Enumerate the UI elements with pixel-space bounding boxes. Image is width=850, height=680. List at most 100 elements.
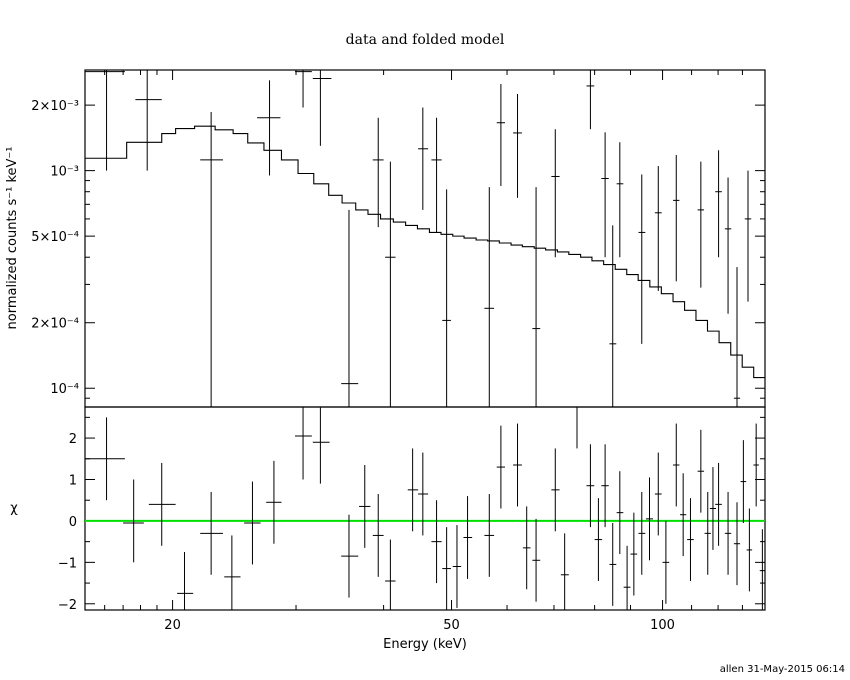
data-point <box>609 225 617 407</box>
data-point <box>257 80 281 176</box>
residual-point <box>463 496 473 579</box>
residual-point <box>704 491 711 575</box>
residual-point <box>244 481 261 565</box>
residual-point <box>341 514 359 598</box>
top-panel: 2×10⁻³ 10⁻³ 5×10⁻⁴ 2×10⁻⁴ 10⁻⁴ normalized co… <box>5 69 766 408</box>
y-tick-label: 1 <box>69 474 77 489</box>
residual-point <box>266 460 282 544</box>
residual-point <box>746 508 753 592</box>
y-tick-label: −2 <box>58 598 77 613</box>
residual-point <box>372 494 384 577</box>
residual-point <box>638 491 646 575</box>
residual-point <box>709 467 717 550</box>
residual-point <box>452 525 462 608</box>
top-data-points <box>85 70 752 407</box>
data-point <box>295 70 312 108</box>
data-point <box>496 84 506 186</box>
data-point <box>418 107 429 210</box>
residual-point <box>616 471 624 555</box>
residual-point <box>532 518 541 602</box>
data-point <box>715 150 722 258</box>
residual-point <box>753 423 759 507</box>
residual-point <box>148 462 176 546</box>
residual-point <box>407 448 419 532</box>
bottom-ytick-labels: 2 1 0 −1 −2 <box>58 432 77 613</box>
data-point <box>551 129 560 258</box>
y-tick-label: 0 <box>69 515 77 530</box>
data-point <box>85 70 125 171</box>
residual-point <box>630 512 638 596</box>
y-tick-label: 10⁻⁴ <box>50 382 79 397</box>
data-point <box>385 161 396 407</box>
x-tick-labels: 20 50 100 <box>164 618 675 633</box>
x-tick-label: 20 <box>164 618 181 633</box>
residual-point <box>123 479 144 563</box>
residual-point <box>85 417 125 501</box>
residual-point <box>295 407 312 480</box>
data-point <box>586 70 595 130</box>
data-point <box>312 70 332 146</box>
residual-point <box>715 462 722 546</box>
folded-model-line <box>85 125 765 379</box>
residual-point <box>442 527 451 610</box>
residual-point <box>594 498 603 581</box>
residual-point <box>586 444 595 528</box>
residual-point <box>680 473 687 557</box>
bottom-panel: 2 1 0 −1 −2 20 50 100 χ Energy (keV) <box>10 406 766 652</box>
residual-point <box>551 448 560 532</box>
top-panel-frame <box>84 69 766 408</box>
bottom-ticks <box>85 416 766 610</box>
bottom-y-axis-label: χ <box>10 501 18 516</box>
footer-timestamp: allen 31-May-2015 06:14 <box>720 664 845 675</box>
data-point <box>733 267 741 407</box>
top-y-axis-label: normalized counts s⁻¹ keV⁻¹ <box>5 147 20 330</box>
bottom-panel-frame <box>84 406 766 611</box>
y-tick-label: 10⁻³ <box>50 165 79 180</box>
data-point <box>200 111 223 407</box>
y-tick-label: 5×10⁻⁴ <box>31 230 79 245</box>
x-tick-label: 50 <box>443 618 460 633</box>
residual-point <box>623 545 631 610</box>
data-point <box>135 70 162 171</box>
residual-point <box>418 452 429 536</box>
chart-title: data and folded model <box>346 32 505 48</box>
y-tick-label: −1 <box>58 556 77 571</box>
data-point <box>673 154 680 282</box>
residual-point <box>496 425 506 509</box>
data-point <box>532 187 541 407</box>
y-tick-label: 2×10⁻⁴ <box>31 317 79 332</box>
residual-point <box>733 502 741 586</box>
data-point <box>744 170 752 302</box>
residual-point <box>224 535 241 610</box>
y-tick-label: 2 <box>69 432 77 447</box>
residual-point <box>740 440 747 523</box>
residual-point <box>385 539 396 610</box>
residual-point <box>560 533 569 610</box>
residual-point <box>522 506 531 590</box>
top-ticks <box>85 70 766 399</box>
residual-point <box>724 491 732 575</box>
residual-point <box>662 520 670 604</box>
residual-point <box>312 407 330 484</box>
residual-point <box>609 523 617 606</box>
residual-point <box>513 423 522 507</box>
residual-point <box>200 491 223 575</box>
data-point <box>697 161 705 288</box>
residual-point <box>601 444 609 528</box>
residual-point <box>687 498 694 581</box>
residual-point <box>431 500 442 584</box>
data-point <box>601 132 609 258</box>
residual-point <box>673 423 680 507</box>
residual-point <box>759 529 765 610</box>
data-point <box>616 142 624 258</box>
residual-point <box>177 552 194 610</box>
data-point <box>431 117 442 233</box>
data-point <box>442 189 451 407</box>
residual-point <box>654 452 662 536</box>
data-point <box>484 187 495 407</box>
top-ytick-labels: 2×10⁻³ 10⁻³ 5×10⁻⁴ 2×10⁻⁴ 10⁻⁴ <box>31 99 79 397</box>
residual-point <box>359 465 371 548</box>
residual-point <box>573 406 581 449</box>
residual-points <box>85 406 765 610</box>
